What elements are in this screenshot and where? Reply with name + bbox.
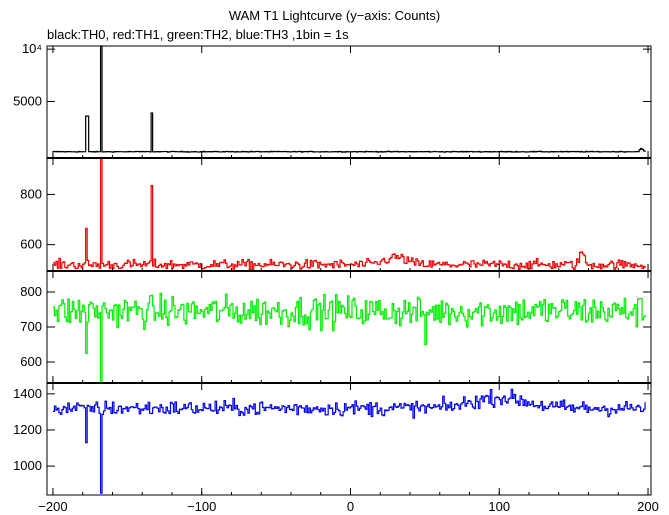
panel-th2-frame: [46, 270, 652, 384]
y-tick-label: 5000: [13, 93, 42, 108]
y-tick-label: 800: [20, 186, 42, 201]
y-tick-label: 600: [20, 354, 42, 369]
x-tick-label: 100: [488, 499, 510, 514]
x-tick-label: −200: [38, 499, 67, 514]
y-tick-label: 600: [20, 237, 42, 252]
y-tick-label: 800: [20, 284, 42, 299]
series-th2-line: [52, 292, 646, 382]
panel-th3-frame: [46, 382, 652, 496]
series-th0-line: [52, 45, 646, 153]
x-tick-label: −100: [187, 499, 216, 514]
x-tick-label: 0: [347, 499, 354, 514]
panel-th1-frame: [46, 157, 652, 272]
y-tick-label: 700: [20, 319, 42, 334]
chart-title: WAM T1 Lightcurve (y−axis: Counts): [228, 8, 441, 23]
y-tick-label: 1000: [13, 458, 42, 473]
chart-subtitle: black:TH0, red:TH1, green:TH2, blue:TH3 …: [47, 27, 349, 42]
x-tick-label: 200: [637, 499, 659, 514]
series-th3-line: [52, 388, 646, 494]
y-tick-label: 10⁴: [22, 41, 42, 56]
series-th1-line: [52, 157, 646, 271]
panel-th0-frame: [46, 45, 652, 159]
y-tick-label: 1400: [13, 386, 42, 401]
y-tick-label: 1200: [13, 422, 42, 437]
